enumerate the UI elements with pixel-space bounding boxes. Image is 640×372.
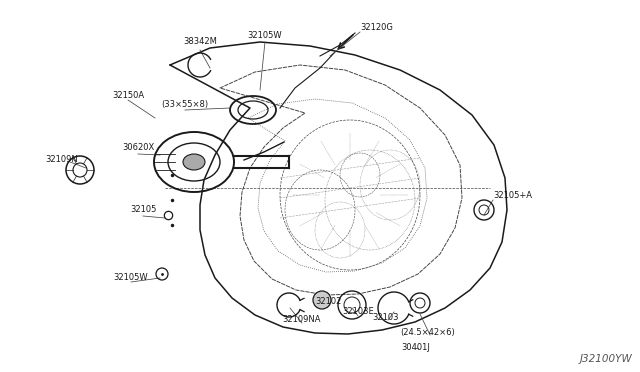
Text: 32103: 32103: [372, 314, 399, 323]
Text: 32105: 32105: [130, 205, 156, 215]
Text: 32105+A: 32105+A: [493, 190, 532, 199]
Ellipse shape: [313, 291, 331, 309]
Ellipse shape: [183, 154, 205, 170]
Text: 30401J: 30401J: [401, 343, 431, 352]
Text: 32105W: 32105W: [248, 31, 282, 39]
Text: 38342M: 38342M: [183, 38, 217, 46]
Text: 32102: 32102: [315, 298, 341, 307]
Text: 32120G: 32120G: [360, 23, 393, 32]
Text: 32105W: 32105W: [114, 273, 148, 282]
Text: 32109N: 32109N: [45, 155, 78, 164]
Text: 32150A: 32150A: [112, 90, 144, 99]
Text: (24.5×42×6): (24.5×42×6): [401, 327, 456, 337]
Text: 32103E: 32103E: [342, 308, 374, 317]
Text: (33×55×8): (33×55×8): [161, 100, 209, 109]
Text: 32109NA: 32109NA: [283, 315, 321, 324]
Text: 30620X: 30620X: [122, 144, 154, 153]
Text: J32100YW: J32100YW: [579, 354, 632, 364]
